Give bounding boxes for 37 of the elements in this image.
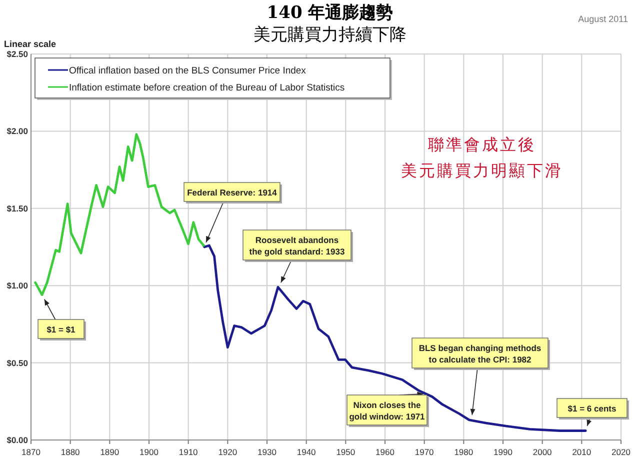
x-tick-label: 1940 [296, 447, 316, 457]
x-tick-label: 1920 [218, 447, 238, 457]
legend-label: Offical inflation based on the BLS Consumer Price Index [69, 66, 306, 76]
x-tick-label: 1900 [140, 447, 159, 457]
x-tick-label: 1960 [376, 447, 395, 457]
x-tick-label: 2000 [532, 447, 552, 457]
annotation: Roosevelt abandons the gold standard: 1933 [249, 235, 345, 256]
x-tick-label: 1970 [414, 447, 434, 457]
x-tick-label: 1930 [258, 447, 277, 457]
y-tick-label: $1.50 [6, 203, 28, 214]
annotation: 聯準會成立後 [428, 135, 536, 154]
annotation: $1 = 6 cents [568, 404, 616, 414]
x-tick-label: 1950 [336, 447, 356, 457]
x-tick-label: 1880 [60, 447, 80, 457]
chart-title: 140 年通膨趨勢 [266, 3, 394, 23]
legend-label: Inflation estimate before creation of the Bureau of Labor Statistics [69, 82, 345, 94]
annotation: Nixon closes the gold window: 1971 [349, 400, 426, 422]
x-tick-label: 1990 [494, 447, 513, 457]
text: August 2011 [578, 14, 628, 24]
x-tick-label: 1980 [454, 447, 474, 457]
x-tick-label: 2020 [612, 447, 631, 457]
annotation: $1 = $1 [46, 324, 76, 334]
annotation: Federal Reserve: 1914 [187, 188, 278, 198]
annotation: 美元購買力明顯下滑 [401, 161, 563, 180]
y-tick-label: $0.00 [6, 435, 28, 445]
annotation: BLS began changing methods to calculate the CPI: 1982 [418, 343, 542, 364]
x-tick-label: 1910 [178, 447, 198, 457]
y-tick-label: $2.00 [6, 126, 28, 136]
x-tick-label: 2010 [572, 447, 592, 457]
y-tick-label: $2.50 [6, 49, 28, 59]
line-series [202, 244, 587, 432]
y-tick-label: $0.50 [6, 358, 28, 368]
x-tick-label: 1890 [100, 447, 120, 457]
chart-subtitle: 美元購買力持續下降 [254, 25, 406, 45]
y-tick-label: $1.00 [6, 280, 28, 291]
text: Linear scale [4, 39, 56, 49]
x-tick-label: 1870 [22, 447, 41, 457]
